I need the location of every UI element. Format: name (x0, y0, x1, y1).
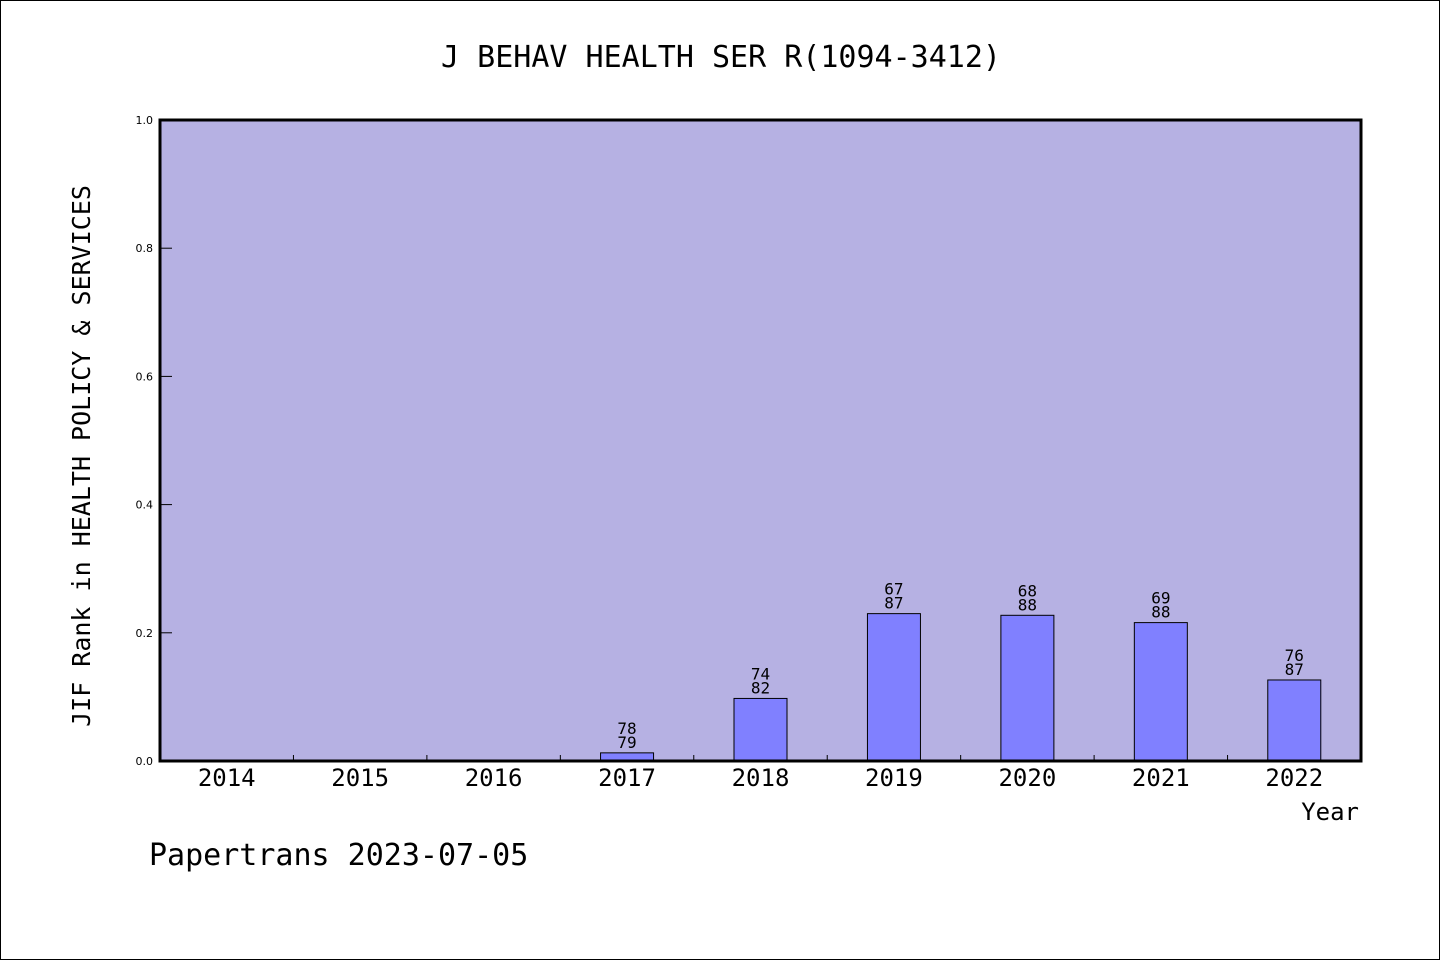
y-axis-label: JIF Rank in HEALTH POLICY & SERVICES (67, 185, 96, 727)
x-tick-label: 2020 (998, 764, 1056, 792)
x-tick-label: 2016 (465, 764, 523, 792)
bar-total-label: 82 (751, 678, 770, 697)
bar-total-label: 88 (1151, 603, 1170, 622)
bar (1000, 614, 1055, 762)
y-tick-label: 0.8 (136, 242, 154, 255)
y-tick-label: 0.4 (136, 499, 154, 512)
bar-rank-label: 69 (1151, 589, 1170, 608)
bar-rank-label: 67 (884, 580, 903, 599)
bar-total-label: 87 (1285, 660, 1304, 679)
y-tick-label: 0.6 (136, 370, 154, 383)
bar-rank-label: 74 (751, 664, 770, 683)
y-tick-label: 0.2 (136, 627, 154, 640)
bar-rank-label: 76 (1285, 646, 1304, 665)
x-tick-label: 2022 (1265, 764, 1323, 792)
bars (600, 613, 1322, 762)
bar-total-label: 88 (1018, 595, 1037, 614)
bar-rank-label: 78 (617, 719, 636, 738)
x-tick-label: 2015 (331, 764, 389, 792)
bar-rank-label: 68 (1018, 581, 1037, 600)
x-axis-label: Year (1301, 798, 1359, 826)
bar-total-label: 87 (884, 594, 903, 613)
x-tick-label: 2017 (598, 764, 656, 792)
y-tick-label: 0.0 (136, 755, 154, 768)
y-tick-label: 1.0 (136, 114, 154, 127)
footer-text: Papertrans 2023-07-05 (149, 838, 528, 873)
bar-total-label: 79 (617, 733, 636, 752)
bar (1267, 679, 1322, 762)
x-axis-ticks: 2014 2015 2016 2017 2018 2019 2020 2021 2022 (198, 755, 1323, 792)
y-axis-ticks: 0.0 0.2 0.4 0.6 0.8 1.0 (136, 114, 172, 768)
chart-title: J BEHAV HEALTH SER R(1094-3412) (441, 40, 1001, 75)
x-tick-label: 2014 (198, 764, 256, 792)
bar (866, 613, 921, 762)
x-tick-label: 2021 (1132, 764, 1190, 792)
bar (733, 697, 788, 762)
x-tick-label: 2018 (732, 764, 790, 792)
bar (1133, 622, 1188, 762)
plot-border (158, 118, 1363, 763)
x-tick-label: 2019 (865, 764, 923, 792)
